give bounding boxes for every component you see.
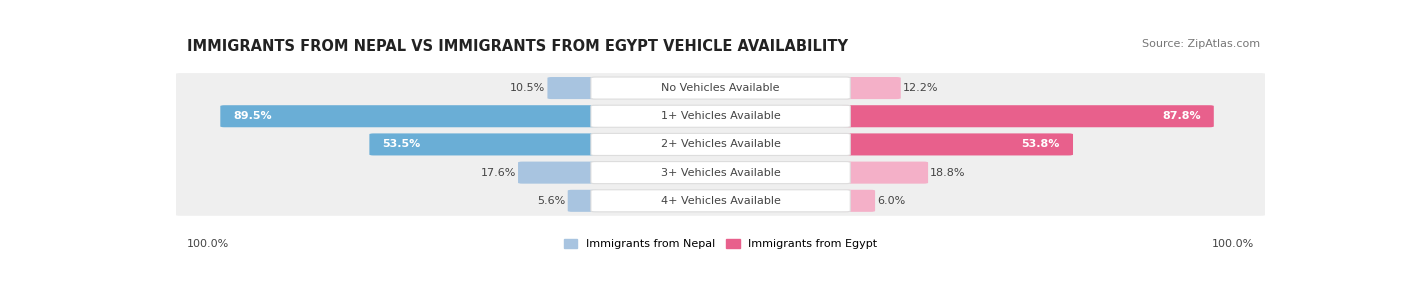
FancyBboxPatch shape <box>174 186 1267 216</box>
Text: 5.6%: 5.6% <box>537 196 565 206</box>
FancyBboxPatch shape <box>370 133 599 156</box>
Legend: Immigrants from Nepal, Immigrants from Egypt: Immigrants from Nepal, Immigrants from E… <box>564 239 877 249</box>
FancyBboxPatch shape <box>591 77 851 99</box>
FancyBboxPatch shape <box>547 77 599 99</box>
FancyBboxPatch shape <box>842 77 901 99</box>
FancyBboxPatch shape <box>591 190 851 212</box>
Text: 1+ Vehicles Available: 1+ Vehicles Available <box>661 111 780 121</box>
Text: No Vehicles Available: No Vehicles Available <box>661 83 780 93</box>
Text: IMMIGRANTS FROM NEPAL VS IMMIGRANTS FROM EGYPT VEHICLE AVAILABILITY: IMMIGRANTS FROM NEPAL VS IMMIGRANTS FROM… <box>187 39 848 54</box>
Text: 3+ Vehicles Available: 3+ Vehicles Available <box>661 168 780 178</box>
FancyBboxPatch shape <box>591 105 851 127</box>
FancyBboxPatch shape <box>842 105 1213 127</box>
Text: 17.6%: 17.6% <box>481 168 516 178</box>
FancyBboxPatch shape <box>842 162 928 184</box>
Text: 10.5%: 10.5% <box>510 83 546 93</box>
FancyBboxPatch shape <box>842 190 875 212</box>
Text: 2+ Vehicles Available: 2+ Vehicles Available <box>661 140 780 149</box>
Text: 100.0%: 100.0% <box>187 239 229 249</box>
FancyBboxPatch shape <box>842 133 1073 156</box>
FancyBboxPatch shape <box>221 105 599 127</box>
Text: 53.5%: 53.5% <box>382 140 420 149</box>
FancyBboxPatch shape <box>174 158 1267 188</box>
Text: 18.8%: 18.8% <box>931 168 966 178</box>
FancyBboxPatch shape <box>591 162 851 184</box>
FancyBboxPatch shape <box>174 130 1267 159</box>
Text: Source: ZipAtlas.com: Source: ZipAtlas.com <box>1142 39 1260 49</box>
FancyBboxPatch shape <box>174 73 1267 103</box>
FancyBboxPatch shape <box>174 101 1267 131</box>
Text: 6.0%: 6.0% <box>877 196 905 206</box>
Text: 4+ Vehicles Available: 4+ Vehicles Available <box>661 196 780 206</box>
Text: 53.8%: 53.8% <box>1022 140 1060 149</box>
FancyBboxPatch shape <box>517 162 599 184</box>
Text: 12.2%: 12.2% <box>903 83 938 93</box>
FancyBboxPatch shape <box>568 190 599 212</box>
Text: 89.5%: 89.5% <box>233 111 271 121</box>
Text: 100.0%: 100.0% <box>1212 239 1254 249</box>
Text: 87.8%: 87.8% <box>1163 111 1201 121</box>
FancyBboxPatch shape <box>591 133 851 156</box>
